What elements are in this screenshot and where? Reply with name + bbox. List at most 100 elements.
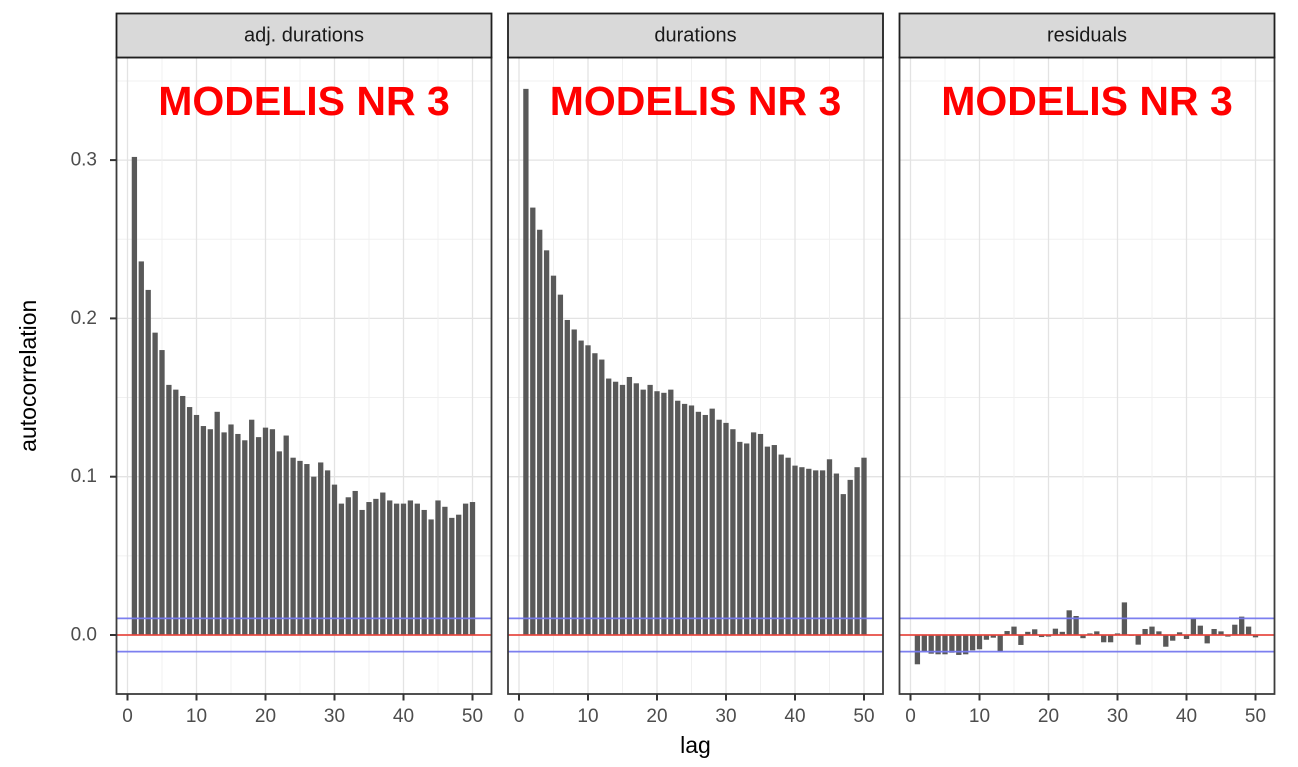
acf-bar-lag-17	[633, 383, 639, 635]
acf-bar-lag-28	[1101, 635, 1107, 643]
acf-bar-lag-8	[180, 395, 186, 635]
acf-bar-lag-42	[414, 503, 420, 635]
acf-bar-lag-29	[1107, 635, 1114, 643]
acf-bar-lag-17	[242, 440, 248, 635]
acf-bar-lag-23	[1066, 610, 1072, 635]
acf-bar-lag-9	[186, 407, 193, 635]
acf-bar-lag-38	[778, 454, 784, 635]
acf-bar-lag-5	[942, 635, 948, 655]
acf-bar-lag-33	[352, 490, 358, 635]
acf-bar-lag-30	[723, 422, 729, 635]
acf-bars	[523, 88, 867, 636]
acf-bar-lag-41	[799, 467, 805, 635]
acf-bar-lag-18	[640, 389, 646, 635]
acf-bar-lag-13	[214, 411, 220, 635]
x-tick-label: 20	[646, 706, 667, 727]
acf-bar-lag-25	[1080, 635, 1086, 639]
acf-bar-lag-6	[166, 384, 172, 635]
panel-annotation: MODELIS NR 3	[550, 78, 842, 124]
acf-bar-lag-5	[159, 350, 165, 635]
acf-bar-lag-36	[1156, 631, 1162, 635]
acf-bar-lag-50	[1252, 635, 1259, 638]
facet-panel-1: MODELIS NR 3 adj. durations 0 10 20 30 40 50	[115, 12, 493, 727]
acf-bar-lag-2	[530, 207, 536, 635]
acf-bar-lag-6	[949, 635, 955, 653]
acf-bar-lag-39	[785, 457, 791, 635]
acf-bar-lag-32	[737, 441, 743, 635]
x-tick-label: 20	[1038, 706, 1059, 727]
x-tick-label: 0	[122, 706, 133, 727]
y-tick-label: 0.1	[71, 466, 97, 487]
x-tick-label: 50	[853, 706, 874, 727]
acf-bar-lag-22	[668, 389, 674, 635]
acf-bar-lag-27	[1094, 631, 1100, 635]
acf-bar-lag-27	[311, 476, 317, 635]
x-tick-label: 30	[715, 706, 736, 727]
acf-bar-lag-50	[861, 457, 867, 635]
acf-bar-lag-19	[255, 437, 262, 636]
y-axis-title: autocorrelation	[15, 300, 41, 452]
acf-bar-lag-11	[592, 353, 598, 635]
acf-bar-lag-26	[695, 411, 702, 635]
acf-bar-lag-45	[435, 500, 441, 635]
acf-bar-lag-44	[1211, 628, 1217, 635]
acf-bar-lag-5	[550, 275, 557, 635]
acf-bar-lag-19	[1038, 635, 1045, 638]
acf-bar-lag-3	[145, 289, 151, 635]
acf-bar-lag-47	[449, 517, 455, 635]
acf-bars	[131, 156, 476, 636]
x-tick-label: 10	[577, 706, 598, 727]
acf-bar-lag-29	[716, 419, 722, 635]
acf-bar-lag-42	[1197, 625, 1203, 635]
acf-bar-lag-48	[847, 479, 853, 635]
acf-bar-lag-12	[990, 635, 996, 638]
x-tick-label: 40	[1176, 706, 1197, 727]
acf-bar-lag-33	[744, 443, 750, 635]
acf-bar-lag-48	[456, 514, 462, 635]
acf-bar-lag-49	[854, 467, 860, 635]
acf-bar-lag-47	[1232, 624, 1238, 635]
acf-bar-lag-37	[771, 445, 777, 635]
acf-bar-lag-24	[290, 457, 296, 635]
acf-bar-lag-10	[585, 345, 591, 635]
acf-bar-lag-47	[840, 494, 846, 635]
acf-bar-lag-8	[963, 635, 969, 655]
acf-bar-lag-31	[338, 503, 345, 635]
acf-bar-lag-21	[269, 429, 276, 635]
acf-bar-lag-40	[1183, 635, 1190, 639]
acf-bar-lag-20	[262, 427, 269, 635]
acf-bar-lag-24	[1073, 616, 1079, 635]
acf-bar-lag-9	[969, 635, 976, 651]
acf-bar-lag-38	[387, 500, 393, 635]
x-tick-label: 10	[969, 706, 990, 727]
acf-bar-lag-28	[318, 462, 324, 635]
acf-bar-lag-18	[249, 419, 255, 635]
acf-bar-lag-43	[1204, 635, 1210, 644]
acf-bar-lag-48	[1239, 616, 1245, 635]
strip-label: durations	[654, 25, 736, 47]
acf-bar-lag-10	[193, 414, 200, 635]
acf-bar-lag-8	[571, 329, 577, 635]
y-tick-label: 0.3	[71, 150, 97, 171]
acf-bar-lag-13	[606, 378, 612, 635]
acf-bar-lag-4	[935, 635, 941, 655]
strip-header	[507, 12, 884, 59]
x-tick-label: 30	[1107, 706, 1128, 727]
acf-bar-lag-6	[557, 294, 564, 635]
acf-bar-lag-49	[462, 503, 469, 635]
acf-bar-lag-10	[976, 635, 983, 650]
acf-bar-lag-35	[1149, 626, 1155, 635]
acf-bar-lag-49	[1245, 626, 1252, 635]
x-tick-label: 40	[393, 706, 414, 727]
acf-bar-lag-2	[138, 261, 144, 635]
acf-bar-lag-41	[407, 500, 414, 635]
acf-bar-lag-23	[283, 435, 289, 635]
acf-bar-lag-32	[345, 497, 351, 635]
acf-bar-lag-34	[1142, 628, 1148, 635]
acf-bar-lag-22	[1059, 631, 1065, 635]
acf-bar-lag-38	[1170, 635, 1176, 641]
acf-bar-lag-3	[928, 635, 934, 654]
acf-bar-lag-43	[421, 509, 427, 635]
